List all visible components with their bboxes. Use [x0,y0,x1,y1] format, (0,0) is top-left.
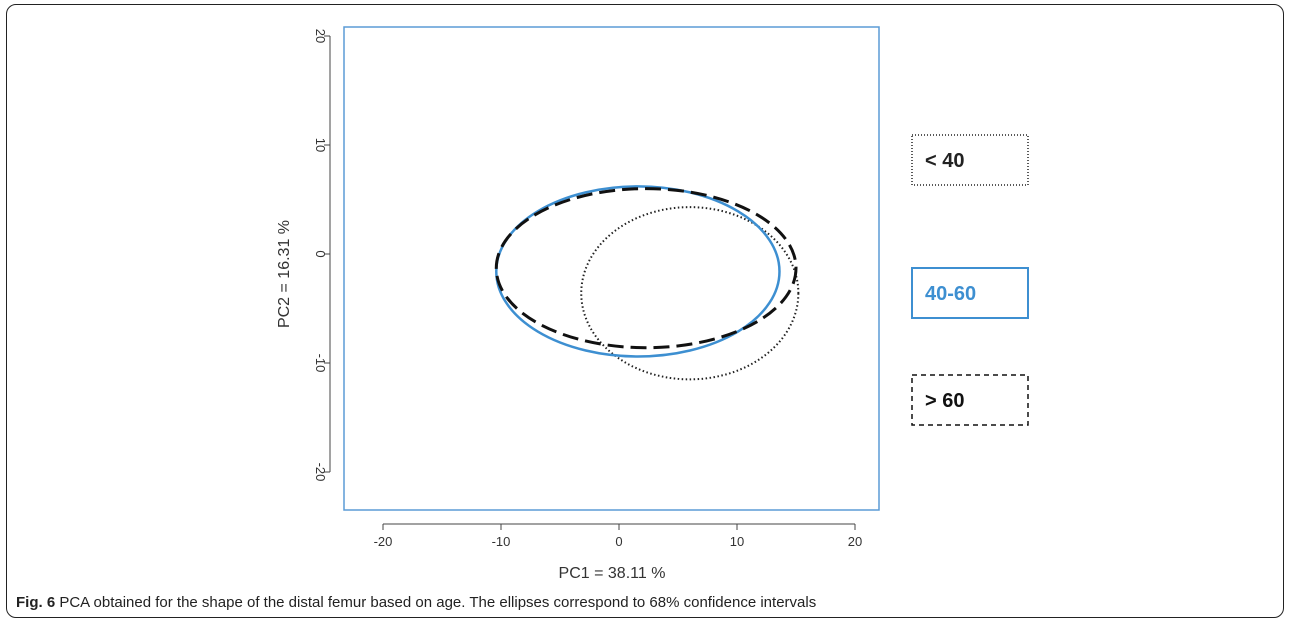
y-tick-label: 20 [313,29,328,43]
legend-label: 40-60 [925,283,976,305]
legend-box [911,374,1029,426]
confidence-ellipse [494,187,798,350]
caption-label: Fig. 6 [16,594,56,611]
x-tick-label: -20 [374,534,393,549]
y-tick-label: -10 [313,354,328,373]
legend-label: < 40 [925,150,964,172]
x-tick-label: 20 [848,534,862,549]
figure-frame [6,4,1284,618]
y-tick-label: 0 [313,250,328,257]
legend-label: > 60 [925,390,964,412]
pca-chart: -20 -10 0 10 20 -20 -10 0 10 20 PC1 = 38.11 % PC2 =… [276,26,1029,582]
confidence-ellipse [580,206,800,381]
y-axis-title: PC2 = 16.31 % [276,220,293,328]
x-tick-label: -10 [492,534,511,549]
legend-box [911,134,1029,186]
x-tick-label: 0 [615,534,622,549]
y-tick-label: 10 [313,138,328,152]
plot-area-border [343,26,880,511]
confidence-ellipse [495,185,781,358]
legend-box [911,267,1029,319]
figure-caption: Fig. 6 PCA obtained for the shape of the… [16,594,816,611]
caption-text: PCA obtained for the shape of the distal… [55,594,817,611]
x-axis-title: PC1 = 38.11 % [559,565,666,582]
x-tick-label: 10 [730,534,744,549]
y-tick-label: -20 [313,463,328,482]
